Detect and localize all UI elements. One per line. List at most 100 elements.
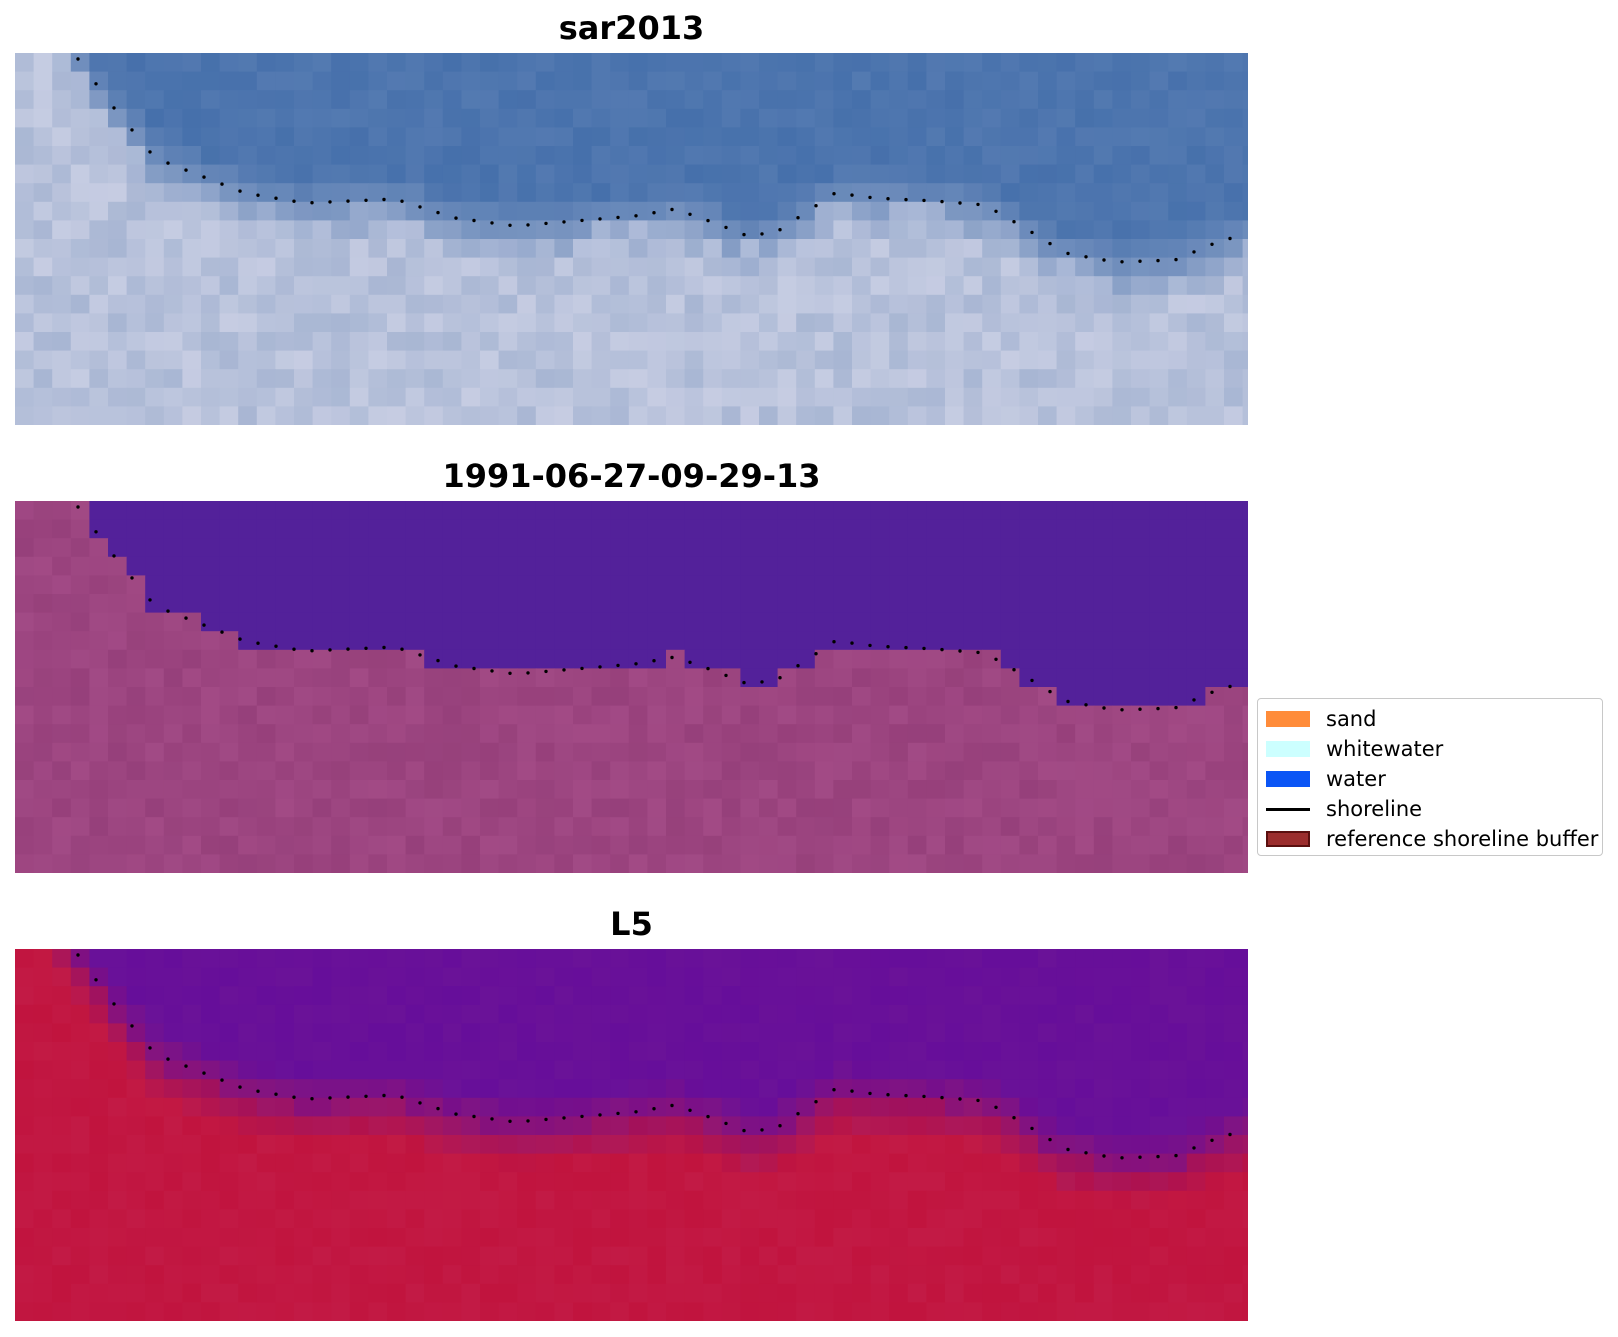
image-pixel	[517, 127, 537, 147]
image-pixel	[424, 276, 444, 296]
image-pixel	[182, 1172, 202, 1192]
image-pixel	[33, 127, 53, 147]
image-pixel	[591, 1265, 611, 1285]
image-pixel	[163, 350, 183, 370]
image-pixel	[70, 687, 90, 707]
image-pixel	[610, 387, 630, 407]
image-pixel	[182, 201, 202, 221]
image-pixel	[963, 1042, 983, 1062]
image-pixel	[1242, 687, 1248, 707]
image-pixel	[517, 687, 537, 707]
image-pixel	[554, 1190, 574, 1210]
image-pixel	[349, 986, 369, 1006]
image-pixel	[275, 108, 295, 128]
image-pixel	[1038, 1042, 1058, 1062]
image-pixel	[1093, 817, 1113, 837]
image-pixel	[424, 742, 444, 762]
image-pixel	[182, 949, 202, 969]
image-pixel	[1000, 1097, 1020, 1117]
image-pixel	[573, 1135, 593, 1155]
image-pixel	[945, 594, 965, 614]
image-pixel	[349, 724, 369, 744]
image-pixel	[1168, 986, 1188, 1006]
image-pixel	[1242, 276, 1248, 296]
image-pixel	[796, 1246, 816, 1266]
image-pixel	[219, 556, 239, 576]
image-pixel	[591, 724, 611, 744]
image-pixel	[1000, 687, 1020, 707]
image-pixel	[796, 1135, 816, 1155]
image-pixel	[238, 986, 258, 1006]
image-pixel	[89, 1116, 109, 1136]
image-pixel	[517, 1209, 537, 1229]
image-pixel	[201, 1190, 221, 1210]
image-pixel	[15, 949, 35, 969]
image-pixel	[33, 1190, 53, 1210]
image-pixel	[982, 1246, 1002, 1266]
image-pixel	[740, 1302, 760, 1321]
image-pixel	[517, 369, 537, 389]
image-pixel	[275, 575, 295, 595]
image-pixel	[628, 1209, 648, 1229]
image-pixel	[461, 332, 481, 352]
image-pixel	[294, 780, 314, 800]
image-pixel	[814, 538, 834, 558]
image-pixel	[796, 501, 816, 521]
image-pixel	[647, 108, 667, 128]
image-pixel	[145, 1060, 165, 1080]
image-pixel	[740, 1042, 760, 1062]
image-pixel	[498, 817, 518, 837]
image-pixel	[814, 1135, 834, 1155]
image-pixel	[145, 817, 165, 837]
image-pixel	[833, 817, 853, 837]
image-pixel	[852, 1060, 872, 1080]
image-pixel	[145, 687, 165, 707]
shoreline-point	[742, 232, 746, 237]
image-pixel	[535, 594, 555, 614]
image-pixel	[721, 1265, 741, 1285]
image-pixel	[1075, 313, 1095, 333]
image-pixel	[331, 668, 351, 688]
image-pixel	[759, 127, 779, 147]
shoreline-point	[1102, 1154, 1106, 1158]
image-pixel	[982, 519, 1002, 539]
image-pixel	[256, 1246, 276, 1266]
image-pixel	[907, 724, 927, 744]
image-pixel	[535, 1228, 555, 1248]
image-pixel	[1168, 1042, 1188, 1062]
image-pixel	[870, 53, 890, 73]
image-pixel	[108, 313, 128, 333]
image-pixel	[498, 1228, 518, 1248]
image-pixel	[108, 146, 128, 166]
image-pixel	[1038, 1004, 1058, 1024]
image-pixel	[201, 742, 221, 762]
image-pixel	[1168, 1246, 1188, 1266]
image-pixel	[331, 986, 351, 1006]
image-pixel	[1149, 1079, 1169, 1099]
image-pixel	[368, 501, 388, 521]
image-pixel	[349, 612, 369, 632]
legend-label: sand	[1326, 707, 1377, 731]
image-pixel	[628, 1004, 648, 1024]
image-pixel	[535, 387, 555, 407]
image-pixel	[331, 631, 351, 651]
shoreline-point	[850, 641, 854, 645]
image-pixel	[759, 183, 779, 203]
image-pixel	[907, 164, 927, 184]
image-pixel	[498, 519, 518, 539]
image-pixel	[777, 183, 797, 203]
image-pixel	[1038, 146, 1058, 166]
image-pixel	[1038, 705, 1058, 725]
image-pixel	[777, 538, 797, 558]
image-pixel	[1149, 798, 1169, 818]
image-pixel	[591, 649, 611, 669]
image-pixel	[628, 575, 648, 595]
image-pixel	[554, 1209, 574, 1229]
image-pixel	[256, 631, 276, 651]
image-pixel	[1205, 257, 1225, 277]
image-pixel	[256, 1209, 276, 1229]
panel-title-index: L5	[610, 905, 653, 943]
image-pixel	[1131, 1228, 1151, 1248]
image-pixel	[1093, 519, 1113, 539]
shoreline-point	[472, 218, 476, 223]
